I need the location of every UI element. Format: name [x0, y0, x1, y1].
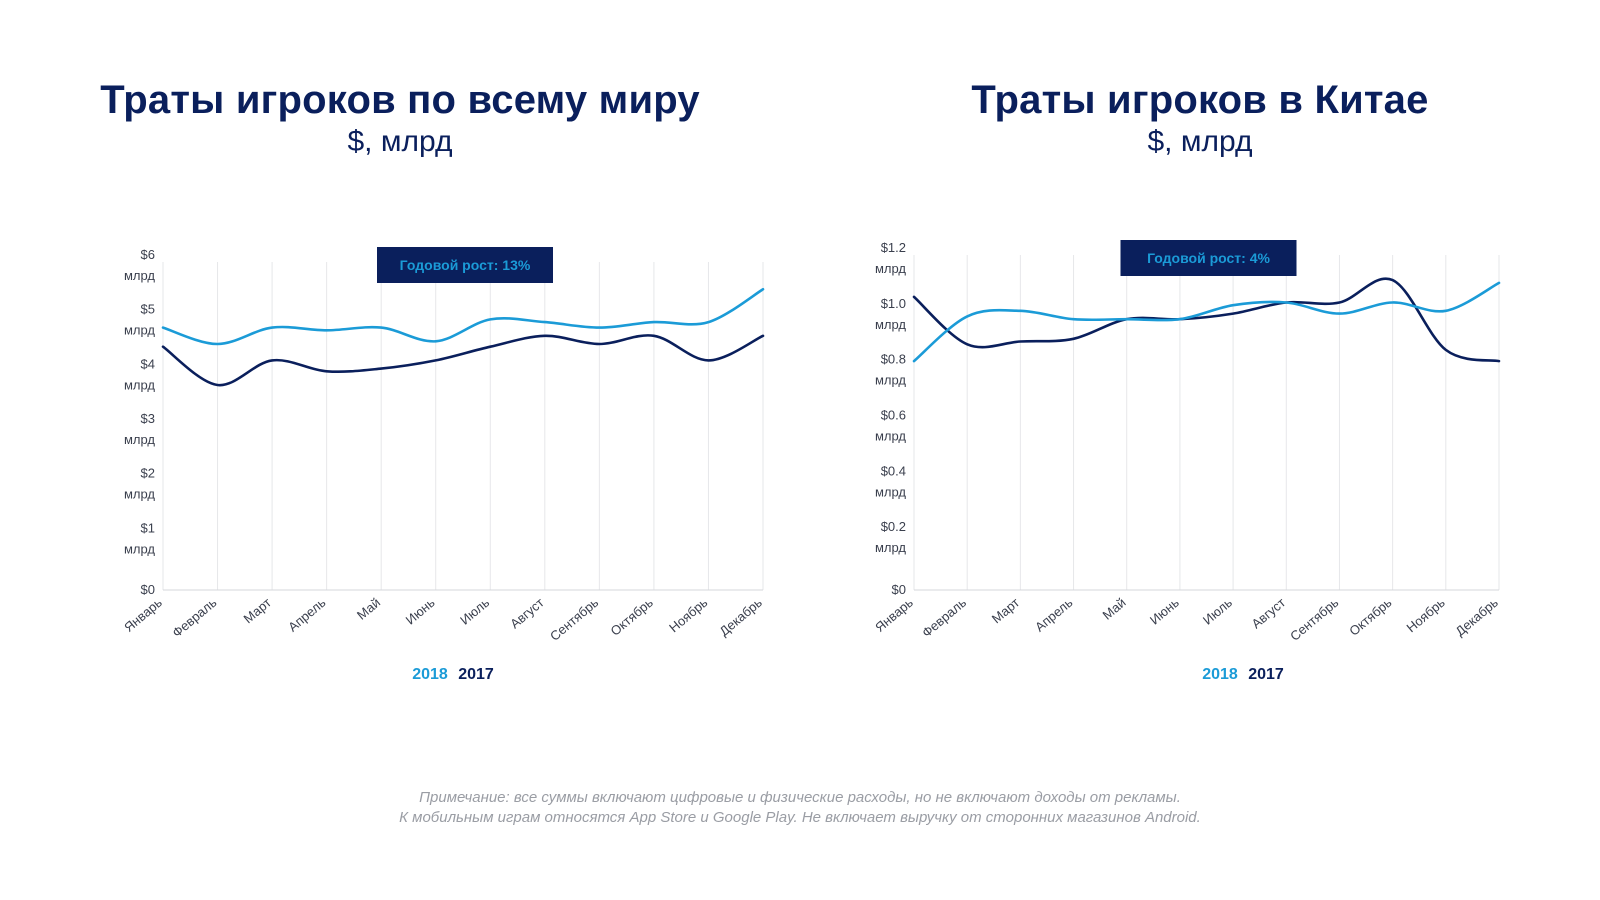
- y-tick-label: $0.2: [881, 519, 906, 534]
- x-tick-label: Апрель: [285, 595, 329, 635]
- growth-badge: [377, 247, 553, 283]
- x-tick-label: Январь: [872, 595, 916, 635]
- y-tick-unit: млрд: [875, 484, 906, 499]
- series-line-2018: [161, 288, 765, 346]
- x-tick-label: Март: [989, 595, 1023, 627]
- chart-world: Траты игроков по всему миру $, млрд $0 $1…: [0, 0, 800, 720]
- chart-subtitle-china: $, млрд: [1147, 125, 1253, 158]
- y-tick-label: $2: [141, 466, 155, 481]
- series-line-2018: [912, 281, 1501, 363]
- series-line-2017: [161, 334, 765, 387]
- y-tick-label: $1.2: [881, 240, 906, 255]
- chart-plot-china: $0 $0.2 млрд $0.4 млрд $0.6 млрд $0.8 млрд $1.0 мл…: [872, 240, 1501, 683]
- x-tick-label: Февраль: [169, 595, 219, 641]
- x-tick-label: Декабрь: [1452, 595, 1501, 639]
- x-tick-label: Август: [507, 595, 547, 632]
- x-tick-label: Июнь: [403, 595, 438, 628]
- x-tick-label: Сентябрь: [1287, 595, 1341, 644]
- y-tick-label: $0.8: [881, 352, 906, 367]
- y-tick-unit: млрд: [875, 317, 906, 332]
- y-tick-label: $0: [892, 582, 906, 597]
- y-tick-label: $0: [141, 582, 155, 597]
- y-tick-label: $4: [141, 356, 155, 371]
- legend-2018: 2018: [412, 666, 448, 683]
- y-tick-unit: млрд: [124, 432, 155, 447]
- x-tick-label: Октябрь: [608, 595, 656, 639]
- y-tick-unit: млрд: [124, 377, 155, 392]
- x-tick-label: Декабрь: [716, 595, 765, 639]
- legend-2017: 2017: [1248, 666, 1284, 683]
- x-tick-label: Июль: [457, 595, 492, 628]
- y-tick-unit: млрд: [124, 323, 155, 338]
- y-tick-unit: млрд: [875, 540, 906, 555]
- growth-label: Годовой рост: 13%: [400, 257, 531, 273]
- x-tick-label: Август: [1249, 595, 1289, 632]
- y-tick-unit: млрд: [124, 487, 155, 502]
- x-tick-label: Июль: [1200, 595, 1235, 628]
- chart-subtitle-world: $, млрд: [347, 125, 453, 158]
- chart-plot-world: $0 $1 млрд $2 млрд $3 млрд $4 млрд $5 млрд $6 млрд Ян…: [121, 247, 765, 683]
- chart-title-world: Траты игроков по всему миру: [100, 78, 700, 122]
- x-tick-label: Март: [241, 595, 275, 627]
- y-tick-label: $3: [141, 411, 155, 426]
- x-tick-label: Сентябрь: [547, 595, 601, 644]
- footnote-line-1: Примечание: все суммы включают цифровые …: [419, 789, 1181, 806]
- x-tick-label: Ноябрь: [666, 595, 710, 636]
- x-tick-label: Январь: [121, 595, 165, 635]
- legend-2018: 2018: [1202, 666, 1238, 683]
- x-tick-label: Июнь: [1147, 595, 1182, 628]
- x-tick-label: Апрель: [1032, 595, 1076, 635]
- x-tick-label: Май: [1100, 595, 1129, 623]
- y-tick-label: $0.4: [881, 463, 906, 478]
- y-tick-unit: млрд: [124, 541, 155, 556]
- growth-label: Годовой рост: 4%: [1147, 250, 1270, 266]
- y-tick-label: $1: [141, 520, 155, 535]
- x-tick-label: Февраль: [919, 595, 969, 641]
- y-tick-unit: млрд: [875, 373, 906, 388]
- footnote-line-2: К мобильным играм относятся App Store и …: [399, 809, 1201, 826]
- y-tick-label: $0.6: [881, 408, 906, 423]
- x-tick-label: Май: [354, 595, 383, 623]
- growth-badge: [1120, 240, 1297, 276]
- chart-title-china: Траты игроков в Китае: [971, 78, 1429, 122]
- y-tick-label: $1.0: [881, 296, 906, 311]
- chart-china: Траты игроков в Китае $, млрд $0 $0.2 млрд…: [800, 0, 1600, 720]
- series-line-2017: [912, 277, 1501, 363]
- y-tick-label: $6: [141, 247, 155, 262]
- y-tick-unit: млрд: [124, 268, 155, 283]
- x-tick-label: Октябрь: [1346, 595, 1394, 639]
- y-tick-unit: млрд: [875, 261, 906, 276]
- y-tick-unit: млрд: [875, 429, 906, 444]
- footnote: Примечание: все суммы включают цифровые …: [0, 788, 1600, 828]
- legend-2017: 2017: [458, 666, 494, 683]
- y-tick-label: $5: [141, 302, 155, 317]
- x-tick-label: Ноябрь: [1404, 595, 1448, 636]
